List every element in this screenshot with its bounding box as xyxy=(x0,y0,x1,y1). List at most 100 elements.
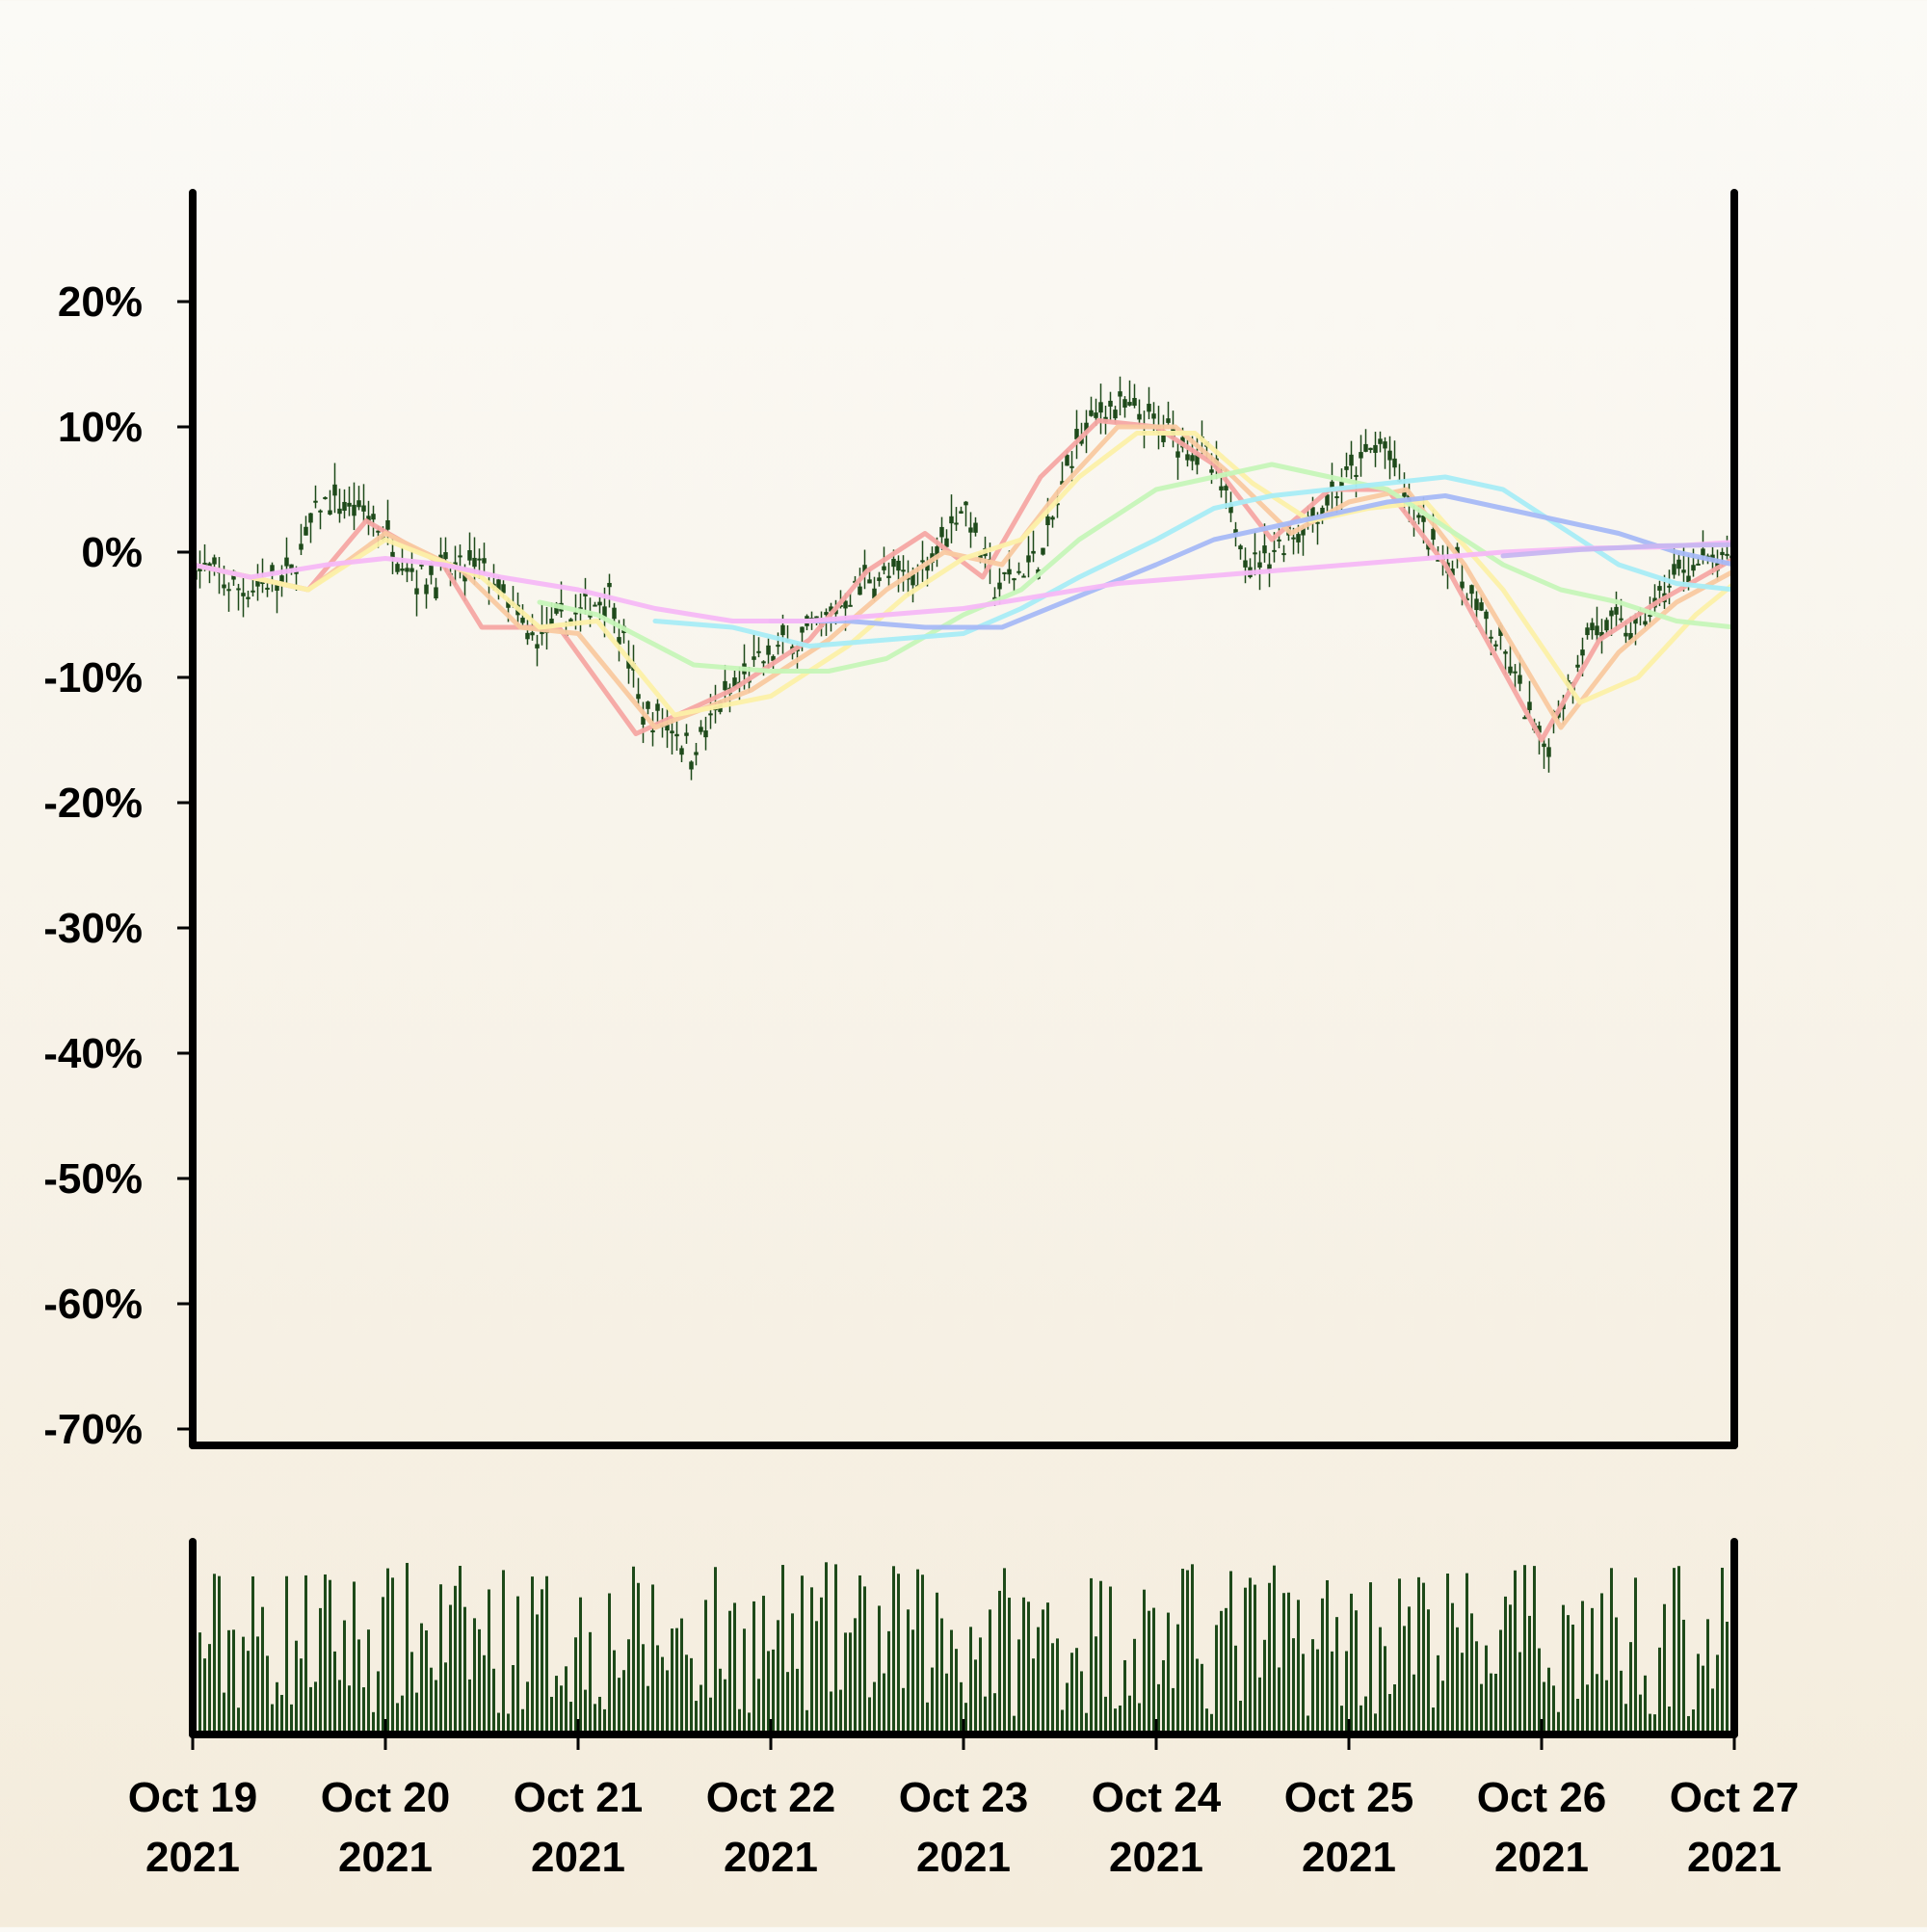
volume-bar xyxy=(1427,1609,1430,1731)
volume-bar xyxy=(940,1618,943,1731)
candle-body xyxy=(265,587,270,590)
volume-bar xyxy=(1538,1648,1541,1731)
volume-bar xyxy=(406,1562,409,1731)
candle-body xyxy=(920,560,925,563)
volume-bar xyxy=(300,1658,303,1731)
volume-bar xyxy=(362,1687,365,1731)
volume-bar xyxy=(1576,1698,1579,1731)
candle-body xyxy=(1132,397,1137,407)
candle-body xyxy=(862,565,867,574)
volume-bar xyxy=(1205,1708,1208,1731)
candle-body xyxy=(1330,481,1334,491)
volume-bar xyxy=(1201,1663,1203,1731)
volume-bar xyxy=(1278,1667,1280,1731)
candle-body xyxy=(554,603,559,614)
volume-bar xyxy=(1697,1654,1700,1731)
volume-bar xyxy=(386,1568,389,1731)
candle-body xyxy=(308,513,313,523)
volume-bar xyxy=(536,1614,539,1731)
candle-body xyxy=(949,516,954,524)
volume-bar xyxy=(1152,1607,1155,1731)
volume-bar xyxy=(897,1574,900,1731)
candle-body xyxy=(997,582,1002,590)
candle-body xyxy=(829,606,833,612)
volume-bar xyxy=(993,1693,996,1731)
volume-bar xyxy=(873,1681,876,1731)
volume-bar xyxy=(285,1575,288,1731)
candle-body xyxy=(1479,602,1484,611)
volume-bar xyxy=(1408,1606,1411,1731)
candle-body xyxy=(1002,571,1007,574)
candle-body xyxy=(1383,441,1387,449)
volume-bar xyxy=(1017,1639,1020,1731)
candle-body xyxy=(313,500,318,503)
candle-body xyxy=(1021,575,1026,578)
x-tick-label-year: 2021 xyxy=(338,1834,433,1881)
candle-body xyxy=(968,527,973,533)
candle-body xyxy=(376,530,381,533)
candle-body xyxy=(1387,450,1392,461)
volume-bar xyxy=(1321,1598,1324,1731)
candle-body xyxy=(935,546,939,558)
volume-bar xyxy=(1220,1610,1223,1731)
volume-bar xyxy=(1162,1659,1165,1731)
candle-body xyxy=(1185,454,1190,461)
candle-body xyxy=(270,565,275,574)
volume-bar xyxy=(1090,1577,1093,1731)
volume-bar xyxy=(1109,1586,1112,1731)
volume-bar xyxy=(1061,1709,1064,1731)
candle-body xyxy=(1041,547,1045,555)
candle-body xyxy=(1474,598,1479,611)
volume-bar xyxy=(974,1659,977,1731)
volume-bar xyxy=(232,1629,235,1731)
volume-bar xyxy=(719,1668,722,1731)
volume-bar xyxy=(304,1575,307,1731)
candle-body xyxy=(1484,611,1489,620)
volume-bar xyxy=(242,1636,245,1731)
volume-bar xyxy=(1157,1683,1160,1731)
price-panel xyxy=(190,376,1737,781)
candle-body xyxy=(1224,486,1228,490)
volume-bar xyxy=(353,1581,356,1731)
volume-bar xyxy=(1644,1675,1647,1731)
candle-body xyxy=(1421,515,1426,522)
candle-body xyxy=(284,557,289,567)
candle-body xyxy=(771,655,776,661)
candle-body xyxy=(607,582,612,588)
volume-bar xyxy=(656,1645,659,1731)
volume-bar xyxy=(1600,1593,1603,1731)
volume-bar xyxy=(834,1564,837,1731)
volume-bar xyxy=(401,1695,404,1731)
volume-bar xyxy=(425,1630,428,1731)
candle-body xyxy=(1508,666,1513,674)
candle-body xyxy=(1084,422,1089,433)
candle-body xyxy=(679,748,684,755)
candle-body xyxy=(752,656,756,660)
volume-bar xyxy=(1210,1713,1213,1731)
volume-bar xyxy=(1282,1593,1285,1731)
candle-body xyxy=(1296,534,1301,543)
volume-bar xyxy=(1514,1570,1517,1731)
candle-body xyxy=(323,496,328,499)
volume-bar xyxy=(661,1656,664,1731)
candle-body xyxy=(1127,402,1132,406)
candle-body xyxy=(1585,627,1590,636)
volume-bar xyxy=(1037,1627,1040,1731)
candle-body xyxy=(901,569,906,572)
candle-body xyxy=(1416,515,1421,518)
candle-body xyxy=(1257,562,1262,569)
volume-bar xyxy=(1070,1653,1073,1731)
y-tick-label: -60% xyxy=(43,1281,143,1328)
volume-bar xyxy=(526,1681,529,1731)
candle-body xyxy=(1151,413,1156,419)
volume-bar xyxy=(907,1609,910,1731)
volume-bar xyxy=(700,1684,702,1731)
volume-bar xyxy=(1022,1597,1025,1731)
candle-body xyxy=(1431,528,1436,541)
volume-bar xyxy=(1543,1681,1545,1731)
candle-body xyxy=(1190,455,1195,462)
volume-bar xyxy=(1417,1576,1420,1731)
candle-body xyxy=(1339,481,1344,489)
candle-body xyxy=(434,587,438,598)
volume-bar xyxy=(584,1689,587,1731)
